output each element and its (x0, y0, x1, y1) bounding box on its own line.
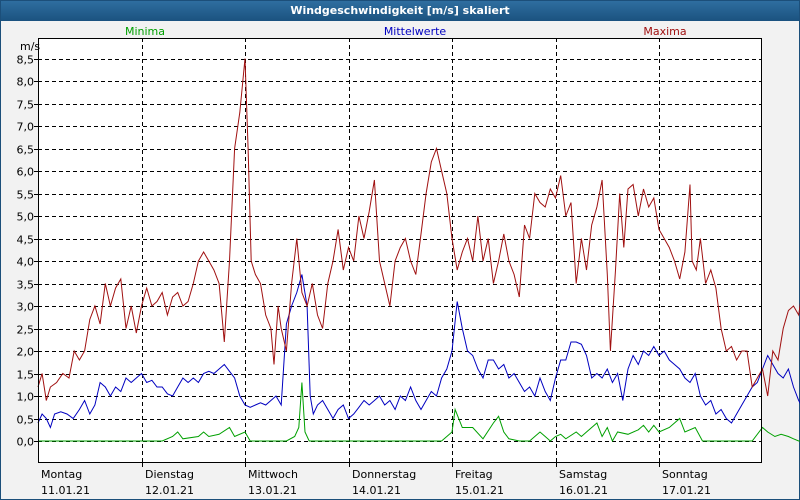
y-tick-label: 6,0 (17, 166, 35, 179)
y-tick-label: 8,0 (17, 76, 35, 89)
series-lines (37, 58, 800, 443)
y-tick-label: 2,0 (17, 346, 35, 359)
day-name-label: Dienstag (145, 468, 194, 481)
day-date-label: 14.01.21 (352, 484, 401, 497)
y-tick-label: 3,5 (17, 279, 35, 292)
day-date-label: 17.01.21 (662, 484, 711, 497)
y-tick-label: 0,5 (17, 414, 35, 427)
y-tick-label: 7,5 (17, 99, 35, 112)
day-date-label: 12.01.21 (145, 484, 194, 497)
y-tick-label: 3,0 (17, 301, 35, 314)
day-name-label: Donnerstag (352, 468, 416, 481)
day-name-label: Montag (41, 468, 82, 481)
day-name-label: Sonntag (662, 468, 708, 481)
y-tick-label: 1,0 (17, 391, 35, 404)
y-tick-label: 5,0 (17, 211, 35, 224)
y-tick-label: 6,5 (17, 144, 35, 157)
y-tick-label: 0,0 (17, 436, 35, 449)
day-date-label: 15.01.21 (455, 484, 504, 497)
legend-mittelwerte: Mittelwerte (384, 25, 447, 38)
series-line-maxima (37, 58, 800, 401)
day-name-label: Mittwoch (248, 468, 298, 481)
y-tick-label: 4,0 (17, 256, 35, 269)
y-tick-label: 7,0 (17, 121, 35, 134)
y-tick-label: 1,5 (17, 369, 35, 382)
series-line-mittelwerte (37, 274, 800, 429)
day-name-label: Samstag (559, 468, 607, 481)
day-name-label: Freitag (455, 468, 493, 481)
legend-maxima: Maxima (643, 25, 686, 38)
plot-border (38, 38, 762, 463)
y-tick-label: 8,5 (17, 54, 35, 67)
title-bar: Windgeschwindigkeit [m/s] skaliert (1, 1, 799, 21)
day-date-label: 11.01.21 (41, 484, 90, 497)
legend-minima: Minima (125, 25, 165, 38)
y-tick-label: 2,5 (17, 324, 35, 337)
day-date-label: 13.01.21 (248, 484, 297, 497)
day-date-label: 16.01.21 (559, 484, 608, 497)
series-line-minima (38, 382, 800, 443)
y-axis: 0,0 0,5 1,0 1,5 2,0 2,5 3,0 3,5 4,0 4,5 5,0 5,5 6,0 6… (17, 40, 41, 449)
y-tick-label: 5,5 (17, 189, 35, 202)
x-axis-days: Montag 11.01.21 Dienstag 12.01.21 Mittwoch 13… (41, 462, 711, 497)
y-tick-label: 4,5 (17, 234, 35, 247)
legend: Minima Mittelwerte Maxima (125, 25, 687, 38)
y-axis-unit: m/s (20, 40, 40, 53)
